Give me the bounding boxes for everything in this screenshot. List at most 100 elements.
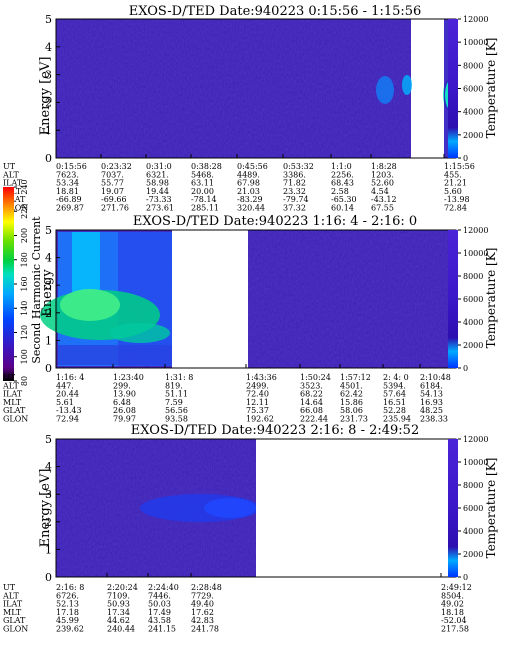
table-cell: 49.40 <box>191 600 214 609</box>
current-tick-label: 240 <box>20 179 29 194</box>
panel-3: EXOS-D/TED Date:940223 2:16: 8 - 2:49:52… <box>2 423 498 634</box>
table-cell: 45.99 <box>56 616 79 625</box>
temperature-tick-label: 6000 <box>463 295 483 304</box>
table-cell: 17.49 <box>148 608 171 617</box>
table-cell: 17.18 <box>56 608 79 617</box>
table-cell: 455. <box>444 170 462 179</box>
table-row-label: ALT <box>2 170 19 179</box>
table-cell: -66.89 <box>56 195 82 204</box>
temperature-tick-label: 0 <box>463 364 468 373</box>
table-cell: -69.66 <box>101 195 127 204</box>
table-cell: 1:1:0 <box>331 162 352 171</box>
temperature-tick-label: 4000 <box>463 527 483 536</box>
table-row-label: GLAT <box>3 195 26 204</box>
energy-tick-label: 5 <box>45 13 52 26</box>
table-cell: 7446. <box>148 591 171 600</box>
panel-3-enhancement <box>140 494 260 522</box>
table-cell: 5.60 <box>444 187 462 196</box>
table-cell: 1:23:40 <box>113 373 144 382</box>
table-cell: 2.58 <box>331 187 349 196</box>
table-cell: 4489. <box>237 170 260 179</box>
table-cell: 53.34 <box>56 179 79 188</box>
panel-1-ylabel: Energy [eV] <box>38 57 53 136</box>
table-cell: 23.32 <box>283 187 306 196</box>
table-cell: 50.03 <box>148 600 171 609</box>
table-cell: 6184. <box>420 381 443 390</box>
table-cell: 68.43 <box>331 179 354 188</box>
temperature-tick-label: 8000 <box>463 481 483 490</box>
panel-2-time-table: UT 1:16: 4 1:23:40 1:31: 8 1:43:36 1:50:24 1:5… <box>2 373 451 424</box>
table-cell: 1:50:24 <box>300 373 331 382</box>
table-cell: 72.84 <box>444 204 467 213</box>
panel-1-colorbar <box>448 19 458 158</box>
table-cell: 241.15 <box>148 625 176 634</box>
panel-3-data-gap <box>256 439 446 577</box>
table-cell: 0:15:56 <box>56 162 87 171</box>
table-cell: 2: 4: 0 <box>383 373 409 382</box>
table-cell: 52.13 <box>56 600 79 609</box>
temperature-tick-label: 4000 <box>463 318 483 327</box>
temperature-tick-label: 6000 <box>463 85 483 94</box>
panel-1: EXOS-D/TED Date:940223 0:15:56 - 1:15:56… <box>2 4 498 213</box>
table-cell: 50.93 <box>107 600 130 609</box>
table-cell: 18.18 <box>441 608 464 617</box>
table-row-label: GLON <box>3 415 28 424</box>
table-cell: 21.03 <box>237 187 260 196</box>
table-cell: 231.73 <box>340 415 368 424</box>
energy-tick-label: 2 <box>45 96 52 109</box>
table-row-label: UT <box>3 583 16 592</box>
table-cell: 72.40 <box>246 390 269 399</box>
table-cell: 20.44 <box>56 390 79 399</box>
table-cell: 93.58 <box>165 415 188 424</box>
table-cell: 6.48 <box>113 398 131 407</box>
energy-tick-label: 2 <box>45 516 52 529</box>
table-cell: 1:16: 4 <box>56 373 84 382</box>
panel-1-enhancement-1 <box>376 76 394 104</box>
energy-tick-label: 1 <box>45 124 52 137</box>
temperature-tick-label: 12000 <box>463 15 488 24</box>
table-cell: 54.13 <box>420 390 443 399</box>
table-cell: 240.44 <box>107 625 135 634</box>
energy-tick-label: 1 <box>45 543 52 556</box>
table-cell: 1:57:12 <box>340 373 371 382</box>
table-cell: 1:8:28 <box>371 162 397 171</box>
table-row-label: GLON <box>3 204 28 213</box>
table-cell: 71.82 <box>283 179 306 188</box>
table-row-label: ILAT <box>3 600 23 609</box>
panel-2-left-colorbar-label: Second Harmonic Current <box>30 216 43 364</box>
panel-2-ylabel: Energy <box>40 269 55 317</box>
temperature-tick-label: 2000 <box>463 341 483 350</box>
table-cell: 68.22 <box>300 390 323 399</box>
table-cell: 7037. <box>101 170 124 179</box>
table-cell: 447. <box>56 381 74 390</box>
panel-1-colorbar-ticks: 0 2000 4000 6000 8000 10000 12000 <box>55 15 488 163</box>
table-cell: 43.58 <box>148 616 171 625</box>
table-cell: 15.86 <box>340 398 363 407</box>
panel-2-colorbar-ticks: 0 2000 4000 6000 8000 10000 12000 <box>55 226 488 373</box>
temperature-tick-label: 10000 <box>463 249 488 258</box>
panel-3-colorbar <box>448 439 458 577</box>
table-cell: 19.07 <box>101 187 124 196</box>
table-cell: 49.02 <box>441 600 464 609</box>
table-cell: 3523. <box>300 381 323 390</box>
table-cell: 1:15:56 <box>444 162 475 171</box>
table-cell: 42.83 <box>191 616 214 625</box>
table-cell: 44.62 <box>107 616 130 625</box>
table-cell: 26.08 <box>113 406 136 415</box>
energy-tick-label: 1 <box>45 334 52 347</box>
energy-tick-label: 5 <box>45 224 52 237</box>
table-cell: 235.94 <box>383 415 411 424</box>
table-cell: 6726. <box>56 591 79 600</box>
table-cell: 16.93 <box>420 398 443 407</box>
current-tick-label: 220 <box>20 204 29 219</box>
panel-1-enhancement-2 <box>402 75 412 95</box>
table-row-label: GLAT <box>3 406 26 415</box>
table-cell: 2499. <box>246 381 269 390</box>
table-cell: 17.62 <box>191 608 214 617</box>
table-cell: 1:43:36 <box>246 373 277 382</box>
table-cell: -65.30 <box>331 195 357 204</box>
table-cell: 56.56 <box>165 406 188 415</box>
panel-2-colorbar-label: Temperature [K] <box>484 248 498 349</box>
table-cell: 238.33 <box>420 415 448 424</box>
table-cell: 217.58 <box>441 625 469 634</box>
